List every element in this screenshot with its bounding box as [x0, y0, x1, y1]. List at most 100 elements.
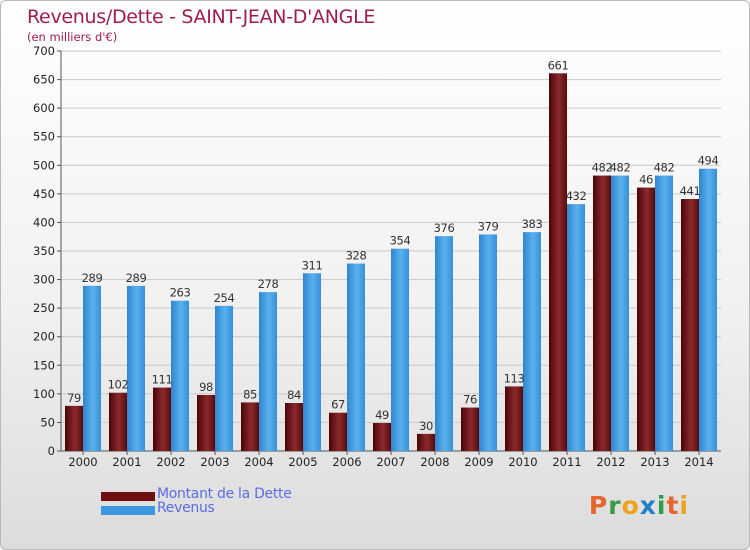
bar-revenus	[435, 236, 453, 451]
data-labels: 79 289 102 289 111 263 98 254 85 278 84 311 67 328 49 3…	[67, 58, 719, 433]
logo-letter: x	[639, 491, 657, 520]
bar-dette	[637, 187, 655, 452]
y-tick-label: 150	[33, 358, 55, 372]
bar-revenus	[171, 300, 189, 451]
legend-label-dette: Montant de la Dette	[157, 486, 292, 502]
bar-dette	[197, 395, 215, 451]
axes: 0 50 100 150 200 250 300 350 400 450 500 550 600 650 7…	[33, 44, 721, 469]
x-tick-label: 2003	[200, 455, 229, 469]
x-tick-label: 2012	[596, 455, 625, 469]
data-label-revenus: 254	[214, 291, 235, 305]
x-tick-label: 2006	[332, 455, 361, 469]
data-label-revenus: 482	[654, 161, 675, 175]
logo-letter: i	[679, 491, 689, 520]
data-label-revenus: 432	[566, 189, 587, 203]
data-label-revenus: 311	[302, 258, 323, 272]
y-tick-label: 200	[33, 330, 55, 344]
y-tick-label: 600	[33, 101, 55, 115]
data-label-dette: 661	[548, 58, 569, 72]
x-tick-label: 2002	[156, 455, 185, 469]
legend-swatch-revenus	[101, 506, 155, 515]
chart-subtitle: (en milliers d'€)	[27, 30, 118, 44]
y-tick-label: 50	[40, 415, 55, 429]
data-label-dette: 76	[463, 393, 477, 407]
x-tick-label: 2009	[464, 455, 493, 469]
bar-revenus	[699, 168, 717, 451]
data-label-revenus: 482	[610, 161, 631, 175]
y-tick-label: 400	[33, 215, 55, 229]
x-tick-label: 2000	[68, 455, 97, 469]
x-tick-label: 2011	[552, 455, 581, 469]
bar-dette	[417, 433, 435, 451]
x-tick-label: 2004	[244, 455, 273, 469]
data-label-dette: 67	[331, 398, 345, 412]
proxiti-logo: Proxiti	[589, 491, 689, 520]
x-tick-label: 2013	[640, 455, 669, 469]
x-tick-label: 2007	[376, 455, 405, 469]
bar-dette	[373, 423, 391, 451]
data-label-dette: 441	[680, 184, 701, 198]
bar-dette	[241, 402, 259, 451]
data-label-revenus: 289	[82, 271, 103, 285]
bar-revenus	[611, 175, 629, 452]
y-tick-label: 0	[48, 444, 55, 458]
data-label-revenus: 263	[170, 286, 191, 300]
data-label-dette: 111	[152, 373, 173, 387]
y-tick-label: 250	[33, 301, 55, 315]
data-label-dette: 113	[504, 371, 525, 385]
bar-dette	[681, 199, 699, 451]
logo-letter: t	[666, 491, 680, 520]
data-label-revenus: 376	[434, 221, 455, 235]
chart-title: Revenus/Dette - SAINT-JEAN-D'ANGLE	[27, 6, 376, 28]
bar-dette	[593, 175, 611, 452]
y-tick-label: 550	[33, 130, 55, 144]
logo-letter: P	[588, 491, 609, 520]
data-label-dette: 46	[639, 173, 653, 187]
bar-dette	[285, 403, 303, 451]
bar-dette	[329, 412, 347, 451]
x-tick-label: 2014	[684, 455, 713, 469]
x-tick-label: 2001	[112, 455, 141, 469]
bar-revenus	[567, 204, 585, 451]
legend-label-revenus: Revenus	[157, 500, 215, 516]
bar-revenus	[391, 248, 409, 451]
data-label-revenus: 383	[522, 217, 543, 231]
bar-revenus	[655, 175, 673, 452]
data-label-dette: 85	[243, 387, 257, 401]
data-label-revenus: 278	[258, 277, 279, 291]
bar-revenus	[215, 305, 233, 451]
x-tick-label: 2005	[288, 455, 317, 469]
data-label-revenus: 328	[346, 249, 367, 263]
x-tick-label: 2008	[420, 455, 449, 469]
bar-revenus	[83, 285, 101, 451]
data-label-dette: 79	[67, 391, 81, 405]
logo-letter: i	[656, 491, 667, 520]
y-tick-label: 300	[33, 273, 55, 287]
data-label-dette: 102	[108, 378, 129, 392]
bar-revenus	[347, 263, 365, 451]
logo-letter: r	[608, 491, 622, 520]
y-tick-label: 100	[33, 387, 55, 401]
bar-revenus	[127, 285, 145, 451]
data-label-revenus: 379	[478, 219, 499, 233]
bar-revenus	[303, 273, 321, 451]
data-label-revenus: 354	[390, 234, 411, 248]
bar-revenus	[523, 232, 541, 451]
bar-revenus	[479, 234, 497, 451]
y-tick-label: 350	[33, 244, 55, 258]
data-label-dette: 98	[199, 380, 213, 394]
bar-dette	[461, 407, 479, 451]
bar-dette	[65, 405, 83, 451]
bar-dette	[109, 392, 127, 451]
data-label-dette: 30	[419, 419, 433, 433]
y-tick-label: 500	[33, 158, 55, 172]
y-tick-label: 450	[33, 187, 55, 201]
logo-letter: o	[621, 491, 640, 520]
legend-swatch-dette	[101, 492, 155, 501]
data-label-revenus: 494	[698, 154, 719, 168]
bar-revenus	[259, 292, 277, 451]
x-tick-label: 2010	[508, 455, 537, 469]
y-tick-label: 650	[33, 73, 55, 87]
